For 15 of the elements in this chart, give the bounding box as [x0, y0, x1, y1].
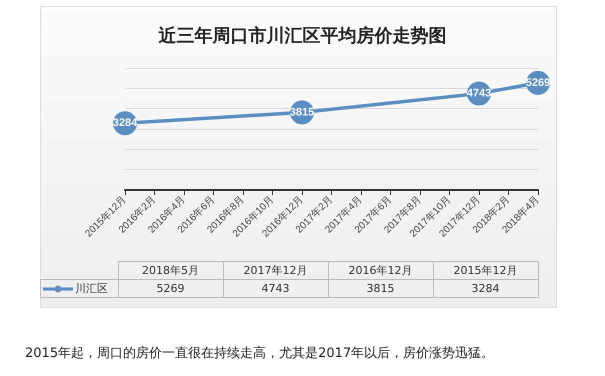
legend-label: 川汇区: [75, 282, 108, 295]
category-label: 2018年5月: [118, 262, 223, 280]
data-label: 3284: [433, 280, 538, 298]
text: 2015年起，周口的房价一直很在持续走高，尤其是2017年以后，房价涨势迅猛。: [25, 345, 494, 362]
category-label: 2015年12月: [433, 262, 538, 280]
data-label: 3284: [112, 117, 138, 130]
data-label: 5269: [526, 76, 550, 89]
data-label: 3815: [290, 106, 314, 118]
data-label: 3815: [328, 280, 433, 298]
category-label: 2016年12月: [328, 262, 433, 280]
data-label: 4743: [466, 88, 492, 100]
chart-title: 近三年周口市川汇区平均房价走势图: [158, 26, 446, 46]
data-label: 4743: [223, 280, 328, 298]
data-label: 5269: [118, 280, 223, 298]
category-label: 2017年12月: [223, 262, 328, 280]
